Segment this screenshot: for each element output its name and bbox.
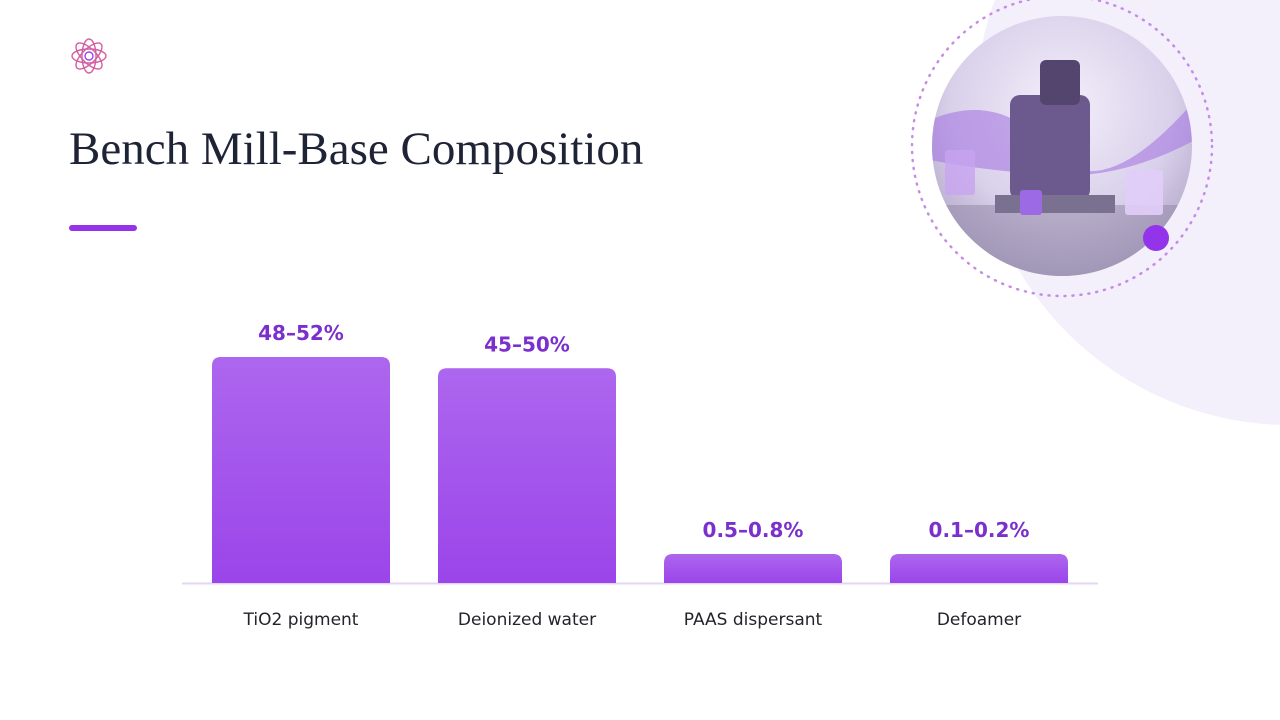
value-label: 0.5–0.8% xyxy=(703,518,804,542)
value-label: 45–50% xyxy=(484,332,570,356)
x-tick-label: Defoamer xyxy=(937,610,1021,630)
bar-sheen xyxy=(890,554,1068,583)
x-tick-label: PAAS dispersant xyxy=(684,610,823,630)
photo xyxy=(932,16,1192,276)
title-underline xyxy=(69,225,137,231)
value-label: 0.1–0.2% xyxy=(929,518,1030,542)
x-tick-label: Deionized water xyxy=(458,610,596,630)
bar-sheen xyxy=(664,554,842,583)
chart-title: Bench Mill-Base Composition xyxy=(69,123,643,175)
bar-sheen xyxy=(438,368,616,583)
accent-dot xyxy=(1143,225,1169,251)
logo xyxy=(71,38,107,74)
dotted-ring xyxy=(910,0,1214,298)
bar-sheen xyxy=(212,357,390,583)
value-label: 48–52% xyxy=(258,321,344,345)
x-tick-label: TiO2 pigment xyxy=(243,610,359,630)
